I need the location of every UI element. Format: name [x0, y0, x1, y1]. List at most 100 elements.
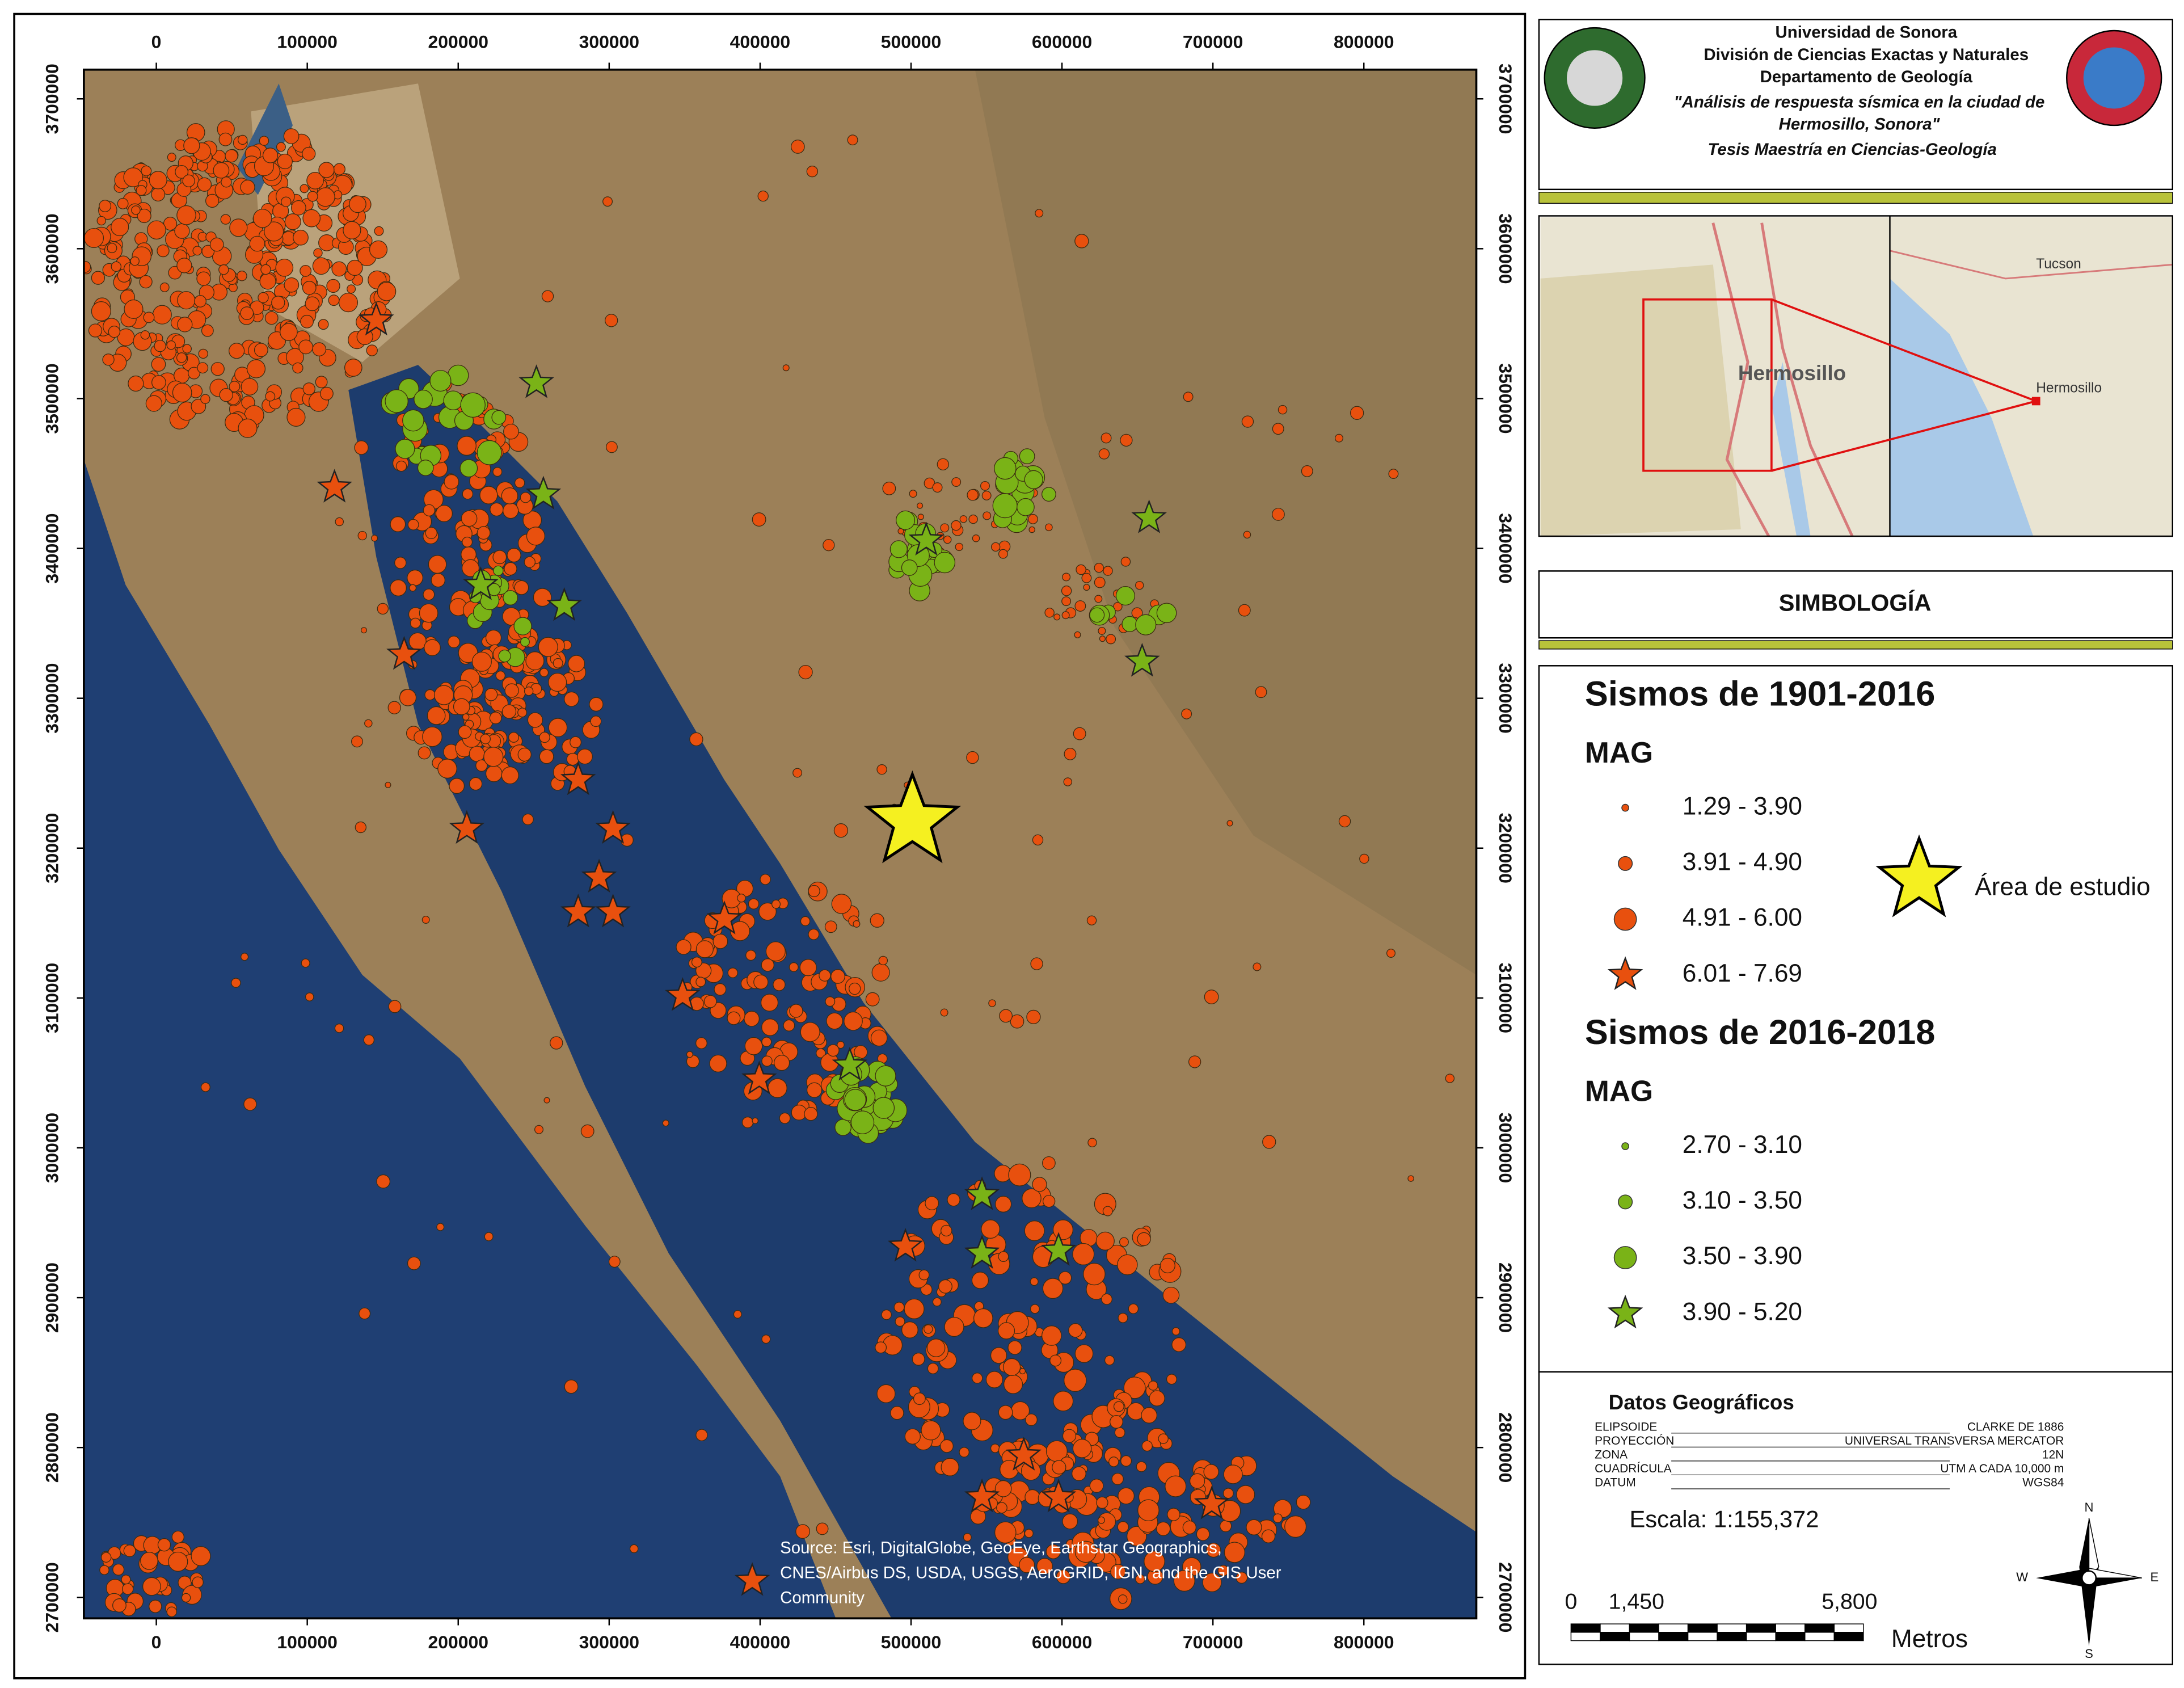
earthquake-point: [761, 1335, 771, 1344]
earthquake-point: [328, 294, 340, 306]
major-earthquake: [560, 893, 596, 928]
inset-label: Tucson: [2036, 256, 2081, 272]
earthquake-point: [1062, 1513, 1078, 1530]
earthquake-point: [1156, 603, 1177, 624]
earthquake-point: [994, 1521, 1017, 1544]
earthquake-point: [602, 196, 613, 207]
earthquake-point: [543, 1097, 550, 1104]
earthquake-point: [183, 137, 200, 154]
earthquake-point: [312, 342, 327, 357]
earthquake-point: [152, 305, 172, 325]
earthquake-point: [580, 1124, 595, 1138]
earthquake-point: [981, 1219, 1000, 1239]
earthquake-point: [517, 708, 528, 718]
earthquake-point: [344, 359, 362, 377]
earthquake-point: [171, 1530, 184, 1544]
compass-label: W: [2016, 1570, 2028, 1584]
earthquake-point: [752, 512, 766, 527]
earthquake-point: [83, 228, 104, 249]
earthquake-point: [771, 899, 781, 909]
y-tick-label: 3600000: [41, 213, 62, 284]
header-line: División de Ciencias Exactas y Naturales: [1704, 45, 2029, 64]
earthquake-point: [504, 683, 519, 698]
earthquake-point: [876, 1384, 896, 1403]
earthquake-point: [312, 257, 330, 275]
earthquake-point: [1052, 1219, 1073, 1240]
major-earthquake: [595, 893, 631, 928]
earthquake-point: [371, 534, 378, 542]
earthquake-point: [963, 1412, 981, 1430]
earthquake-point: [1098, 626, 1106, 635]
earthquake-point: [1076, 564, 1086, 575]
earthquake-point: [1181, 708, 1192, 719]
earthquake-point: [1027, 513, 1038, 524]
earthquake-point: [1095, 1231, 1115, 1251]
earthquake-point: [1171, 1337, 1187, 1352]
y-tick-label: 2900000: [41, 1262, 62, 1333]
earthquake-point: [1081, 573, 1092, 583]
scale-segment: [1717, 1623, 1747, 1633]
earthquake-point: [157, 244, 170, 258]
earthquake-point: [1141, 1440, 1153, 1452]
earthquake-point: [302, 382, 315, 395]
earthquake-point: [143, 311, 155, 323]
scale-segment: [1600, 1632, 1630, 1641]
earthquake-point: [192, 1576, 204, 1588]
earthquake-point: [808, 885, 820, 898]
earthquake-point: [816, 1522, 829, 1535]
earthquake-point: [262, 148, 279, 163]
earthquake-point: [241, 953, 249, 961]
earthquake-point: [147, 220, 166, 240]
earthquake-point: [141, 165, 152, 176]
earthquake-point: [307, 191, 318, 202]
earthquake-point: [390, 579, 407, 596]
major-earthquake: [964, 1235, 1000, 1269]
inset-sea: [1771, 362, 1811, 537]
header-line: Departamento de Geología: [1760, 68, 1972, 86]
earthquake-point: [1094, 595, 1103, 603]
earthquake-point: [347, 284, 356, 294]
earthquake-point: [1166, 1374, 1177, 1385]
y-tick-label: 3200000: [1495, 813, 1516, 883]
geo-key: CUADRÍCULA: [1595, 1462, 1672, 1475]
earthquake-point: [744, 1037, 763, 1055]
study-area-star: [863, 770, 962, 864]
earthquake-point: [300, 314, 314, 329]
scale-segment: [1775, 1623, 1806, 1633]
earthquake-point: [1203, 1464, 1219, 1480]
scale-unit: Metros: [1891, 1625, 1968, 1653]
scale-segment: [1804, 1623, 1835, 1633]
earthquake-point: [394, 557, 407, 569]
earthquake-point: [1301, 465, 1313, 477]
earthquake-point: [1019, 448, 1035, 465]
earthquake-point: [1135, 1574, 1145, 1584]
earthquake-point: [985, 1371, 1004, 1388]
earthquake-point: [264, 311, 279, 325]
earthquake-point: [824, 920, 837, 933]
earthquake-point: [1106, 634, 1116, 645]
earthquake-point: [246, 359, 266, 378]
earthquake-point: [709, 1054, 727, 1072]
earthquake-point: [427, 706, 446, 725]
earthquake-point: [140, 330, 150, 340]
earthquake-point: [1120, 557, 1131, 567]
earthquake-point: [799, 959, 817, 976]
x-tick-label: 500000: [881, 1632, 941, 1652]
earthquake-point: [128, 375, 144, 392]
earthquake-point: [524, 687, 534, 696]
earthquake-point: [231, 978, 241, 988]
geo-table: ELIPSOIDE CLARKE DE 1886 PROYECCIÓN UNIVERS…: [1595, 1421, 2064, 1489]
earthquake-point: [355, 821, 367, 834]
pacific-ocean: [83, 460, 836, 1619]
earthquake-point: [1035, 209, 1044, 218]
earthquake-point: [925, 1196, 939, 1210]
earthquake-point: [517, 747, 532, 762]
earthquake-point: [792, 768, 803, 778]
y-tick-label: 3000000: [1495, 1113, 1516, 1183]
earthquake-point: [259, 273, 276, 290]
earthquake-point: [881, 1309, 892, 1320]
earthquake-point: [1102, 1206, 1113, 1216]
earthquake-point: [1062, 573, 1071, 582]
earthquake-point: [882, 481, 896, 495]
land-relief: [975, 69, 1477, 975]
